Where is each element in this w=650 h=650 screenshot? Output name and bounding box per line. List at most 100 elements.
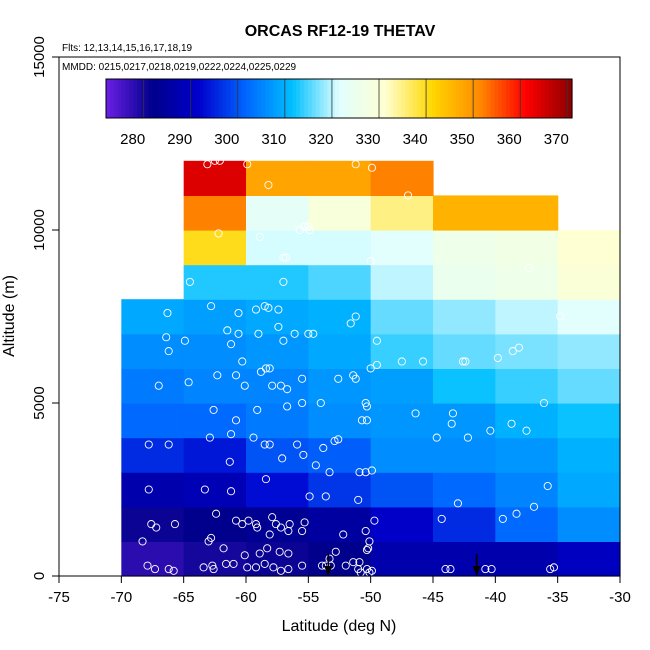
x-axis: -75 -70 -65 -60 -55 -50 -45 -40 -35 -30 [48,576,631,606]
colorbar-segment [276,79,282,118]
observation-point [529,502,539,511]
observation-point [209,405,218,414]
heatmap-cell [370,368,434,404]
observation-point [299,450,308,459]
observation-point [498,514,507,523]
x-tick-label: -65 [173,589,195,606]
colorbar-segment [447,79,453,118]
observation-point [226,487,236,496]
colorbar-segment [385,79,391,118]
colorbar-segment [544,79,550,118]
heatmap-cell [370,472,434,508]
observation-point [330,437,339,446]
colorbar-segment [109,79,115,118]
observation-point [522,426,531,435]
heatmap-cell [557,541,621,577]
heatmap-cell [495,264,559,300]
heatmap-cell [121,506,185,542]
observation-point [305,225,314,235]
heatmap-cell [557,264,621,300]
observation-point [279,253,288,262]
observation-point [319,443,328,453]
heatmap-cell [495,368,559,404]
observation-point [351,312,360,321]
colorbar-segment [405,79,410,118]
observation-point [276,566,285,575]
observation-point [316,398,325,408]
observation-point [321,492,330,501]
observation-point [253,523,262,532]
heatmap-cell [557,230,621,266]
x-tick-label: -50 [360,589,382,606]
colorbar-segment [172,79,177,118]
observation-point [317,561,327,570]
observation-point [254,329,263,338]
heatmap-cell [495,506,559,542]
observation-point [261,475,270,484]
observation-point [453,499,462,508]
observation-point [279,336,288,345]
colorbar-segment [490,79,495,118]
observation-point [447,419,456,428]
colorbar-segment [556,79,561,118]
arrow-head [472,566,481,576]
heatmap-cell [370,299,434,335]
observation-point [164,440,173,449]
heatmap-cell [308,333,372,369]
colorbar-segment [467,79,472,118]
heatmap-cell [433,437,496,473]
observation-point [311,461,320,470]
colorbar-segment [214,79,220,118]
heatmap-cell [370,541,434,577]
observation-point [276,381,285,390]
heatmap-cell [121,541,185,577]
colorbar-segment [502,79,507,118]
colorbar-segment [459,79,464,118]
colorbar-segment [552,79,558,118]
observation-point [164,347,173,356]
colorbar-tick-label: 350 [450,131,475,148]
heatmap-cell [495,230,559,266]
observation-point [208,561,217,570]
observation-point [205,433,214,442]
colorbar-segment [560,79,565,118]
observation-point [207,302,216,311]
observation-point [512,509,521,518]
colorbar-segment [183,79,189,118]
observation-point [372,336,381,345]
observation-point [268,381,277,390]
heatmap-cell [121,333,185,369]
observation-point [362,402,371,411]
colorbar-segment [432,79,437,118]
observation-point [231,371,241,380]
observation-point [265,530,274,539]
heatmap-cell [308,403,372,439]
observation-point [251,305,261,314]
heatmap-cell [370,403,434,439]
observation-point [481,565,490,574]
observation-point [144,440,153,449]
observation-point [261,364,270,373]
observation-point [524,264,534,273]
colorbar-segment [412,79,418,118]
colorbar-segment [377,79,383,118]
colorbar-segment [509,79,515,118]
observation-point [411,409,420,418]
colorbar-segment [443,79,449,118]
colorbar-segment [168,79,173,118]
y-tick-label: 5000 [31,386,48,419]
observation-point [238,357,247,366]
observation-point [357,416,366,425]
observation-point [264,303,273,312]
observation-point [276,523,285,532]
observation-point [448,409,457,418]
observation-point [214,229,223,238]
colorbar-segment [373,79,379,118]
colorbar-segment [106,79,111,118]
observation-point [253,405,262,414]
colorbar-segment [346,79,352,118]
heatmap-cell [370,333,434,369]
colorbar-segment [164,79,169,118]
heatmap-cell [246,403,309,439]
